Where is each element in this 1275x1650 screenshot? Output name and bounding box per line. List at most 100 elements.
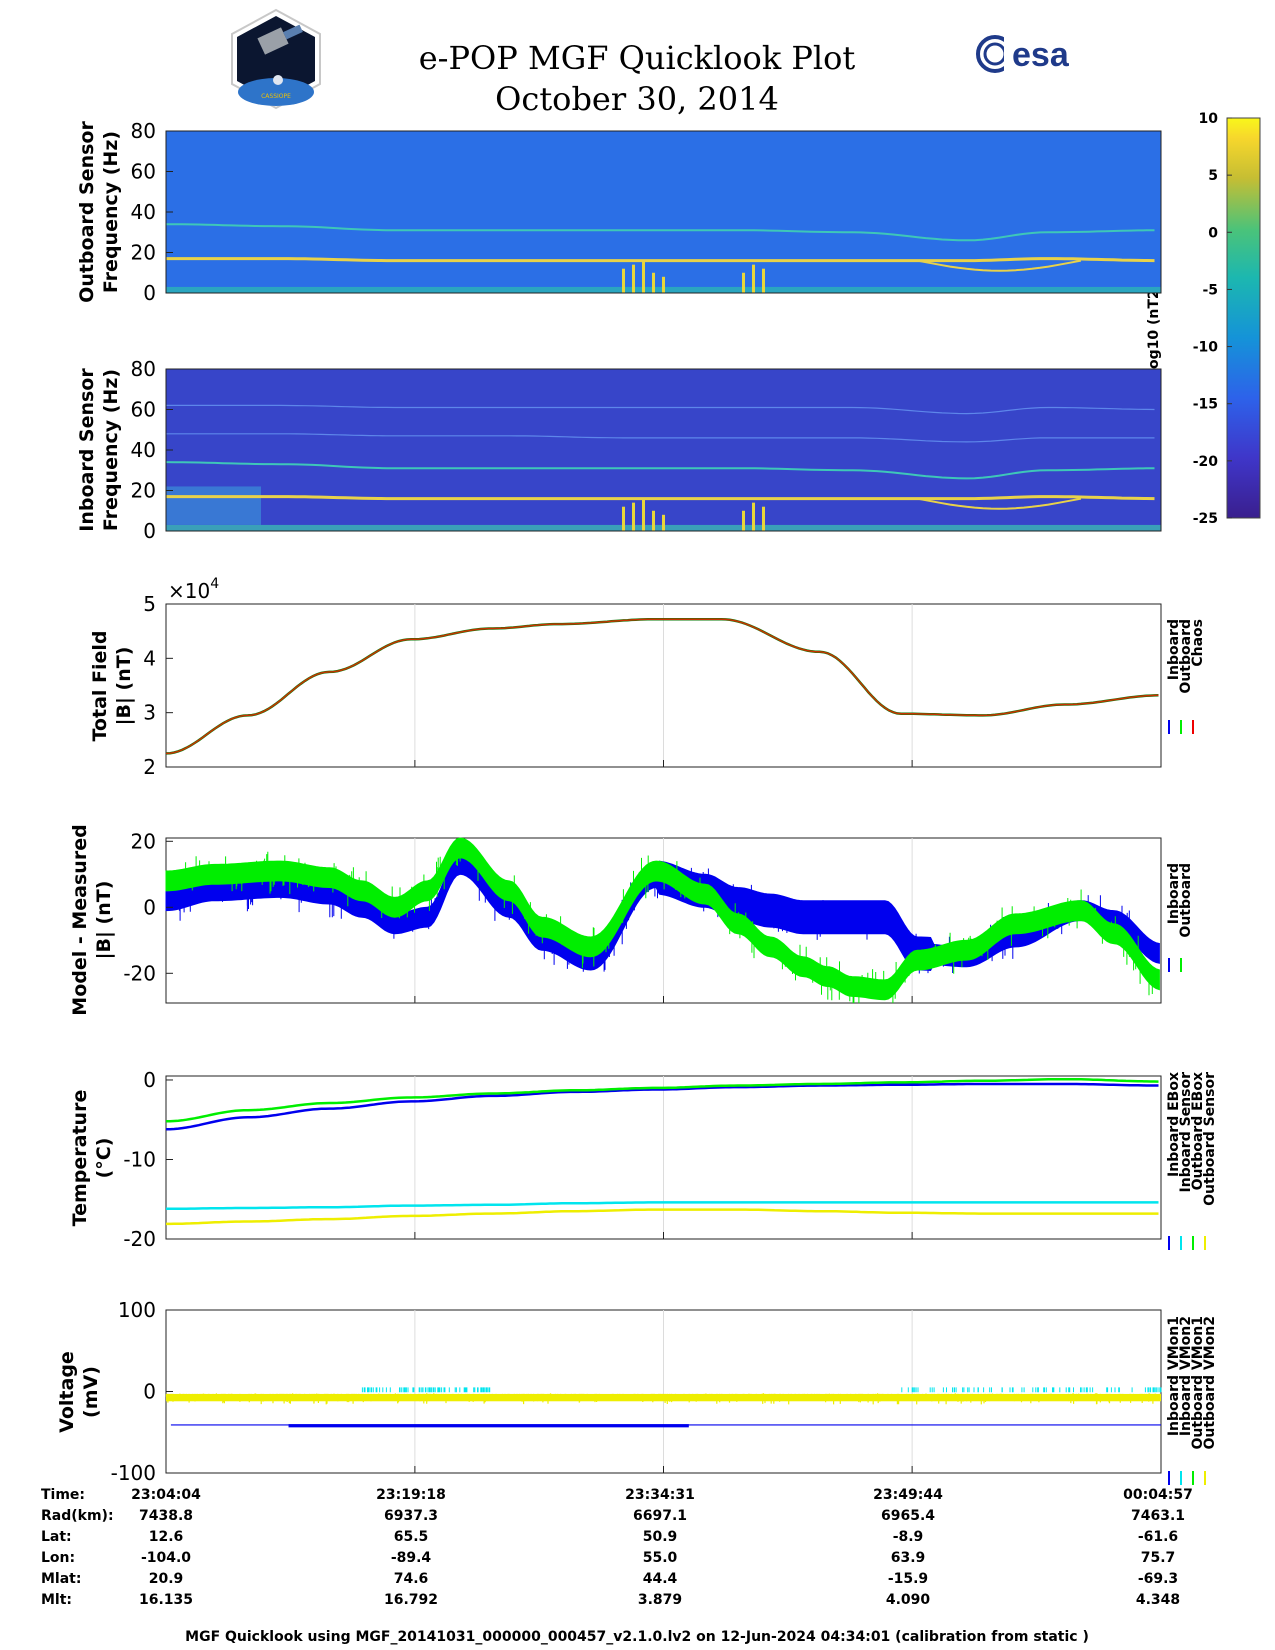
cassiope-logo: CASSIOPE [231, 8, 321, 110]
y-tick-label: 80 [131, 119, 156, 143]
colorbar-tick-label: 10 [1199, 111, 1219, 127]
outboard-spectrogram-panel: 80 60 40 20 0 Outboard Sensor Frequency (Hz) [76, 119, 1162, 305]
info-row-label: Time: [41, 1487, 85, 1503]
y-tick-label: 0 [143, 1380, 156, 1404]
y-tick-label: -10 [123, 1147, 156, 1171]
info-cell: -89.4 [391, 1550, 432, 1566]
y-label-line2: |B| (nT) [93, 881, 115, 960]
info-cell: 63.9 [891, 1550, 926, 1566]
y-tick-label: 40 [131, 438, 156, 462]
info-cell: 23:49:44 [873, 1487, 943, 1503]
burst-mark [752, 264, 755, 293]
colorbar-tick-label: -25 [1193, 511, 1218, 527]
burst-mark [632, 502, 635, 531]
info-cell: 16.792 [384, 1592, 438, 1608]
inboard-ebox-legend-marker [1168, 1236, 1170, 1250]
info-cell: 23:34:31 [625, 1487, 695, 1503]
outboard-ebox-series-line [166, 1077, 1159, 1123]
outboard-sensor-legend-marker [1204, 1236, 1206, 1250]
legend-label: Outboard EBox [1190, 1072, 1206, 1190]
burst-mark [632, 264, 635, 293]
info-cell: -15.9 [888, 1571, 928, 1587]
model-measured-panel: 20 0 -20 Model - Measured |B| (nT) Inboard… [69, 824, 1194, 1015]
info-cell: 16.135 [139, 1592, 193, 1608]
voltage-panel: 100 0 -100 Voltage (mV) Inboard VMon1Inboa… [56, 1298, 1218, 1485]
info-row-label: Mlt: [41, 1592, 72, 1608]
y-label-line2: Frequency (Hz) [100, 131, 122, 293]
spectral-line-cyan [166, 223, 1155, 242]
legend-label: Inboard VMon1 [1166, 1316, 1182, 1436]
info-cell: 74.6 [394, 1571, 429, 1587]
esa-logo: esa [976, 35, 1070, 74]
burst-mark [622, 268, 625, 293]
burst-mark [762, 506, 765, 531]
split-line [917, 259, 1082, 272]
info-cell: -104.0 [141, 1550, 191, 1566]
temperature-panel: 0 -10 -20 Temperature (°C) Inboard EBoxInb… [69, 1068, 1218, 1251]
inboard-vmon2-legend-marker [1180, 1471, 1182, 1485]
burst-mark [762, 268, 765, 293]
info-cell: -61.6 [1138, 1529, 1178, 1545]
spectral-line-yellow [166, 495, 1155, 501]
info-cell: 3.879 [638, 1592, 682, 1608]
outboard-vmon1-legend-marker [1192, 1471, 1194, 1485]
legend-label: Inboard Sensor [1178, 1072, 1194, 1193]
y-tick-label: -20 [123, 961, 156, 985]
legend-label: Inboard [1166, 863, 1182, 924]
chaos-legend-marker [1192, 720, 1194, 734]
y-tick-label: 80 [131, 357, 156, 381]
spectral-line-cyan [165, 461, 1155, 480]
chaos-series-line [165, 618, 1159, 755]
y-tick-label: 20 [131, 479, 156, 503]
info-cell: 00:04:57 [1123, 1487, 1193, 1503]
burst-mark [662, 514, 665, 531]
y-tick-label: 0 [143, 281, 156, 305]
colorbar-tick-label: -20 [1193, 454, 1219, 470]
legend-label: Outboard VMon2 [1202, 1316, 1218, 1450]
y-tick-label: 100 [118, 1298, 156, 1322]
y-label-line2: |B| (nT) [113, 647, 135, 726]
footer-text: MGF Quicklook using MGF_20141031_000000_… [185, 1629, 1089, 1645]
info-row-label: Mlat: [41, 1571, 81, 1587]
info-cell: 50.9 [643, 1529, 678, 1545]
y-label-line2: (°C) [93, 1138, 115, 1179]
y-label-line1: Temperature [69, 1090, 91, 1227]
total-field-panel: 5 4 3 2 ×104 Total Field |B| (nT) InboardOu… [89, 576, 1206, 779]
y-label-line1: Outboard Sensor [76, 121, 98, 303]
y-tick-label: 5 [143, 592, 156, 616]
esa-logo-text: esa [1012, 36, 1070, 74]
outboard-vmon2-legend-marker [1204, 1471, 1206, 1485]
y-tick-label: 4 [143, 646, 156, 670]
inboard-vmon1-legend-marker [1168, 1471, 1170, 1485]
legend-label: Chaos [1190, 619, 1206, 667]
y-label-line2: Frequency (Hz) [100, 369, 122, 531]
info-cell: 6965.4 [881, 1508, 935, 1524]
inboard-spectrogram-panel: 80 60 40 20 0 Inboard Sensor Frequency (Hz) [76, 357, 1162, 543]
info-cell: 20.9 [149, 1571, 184, 1587]
colorbar-tick-label: 5 [1208, 168, 1218, 184]
info-row-label: Lat: [41, 1529, 72, 1545]
info-cell: -69.3 [1138, 1571, 1178, 1587]
info-row-label: Rad(km): [41, 1508, 114, 1524]
burst-mark [642, 260, 645, 293]
y-label-line1: Voltage [56, 1351, 78, 1433]
y-label-line1: Model - Measured [69, 824, 91, 1015]
y-tick-label: 20 [131, 829, 156, 853]
y-label-line1: Total Field [89, 630, 111, 741]
y-label-line1: Inboard Sensor [76, 368, 98, 532]
legend-label: Inboard [1166, 619, 1182, 680]
outboard-vmon2-band [166, 1393, 1161, 1402]
outboard-noise-spikes [170, 845, 1154, 1003]
info-cell: -8.9 [893, 1529, 924, 1545]
info-cell: 23:04:04 [131, 1487, 201, 1503]
burst-mark [742, 272, 745, 293]
info-cell: 6697.1 [633, 1508, 687, 1524]
inboard-sensor-legend-marker [1180, 1236, 1182, 1250]
y-tick-label: 20 [131, 241, 156, 265]
inboard-legend-marker [1168, 720, 1170, 734]
outboard-legend-marker [1180, 720, 1182, 734]
y-tick-label: 0 [143, 1068, 156, 1092]
info-cell: 7438.8 [139, 1508, 193, 1524]
